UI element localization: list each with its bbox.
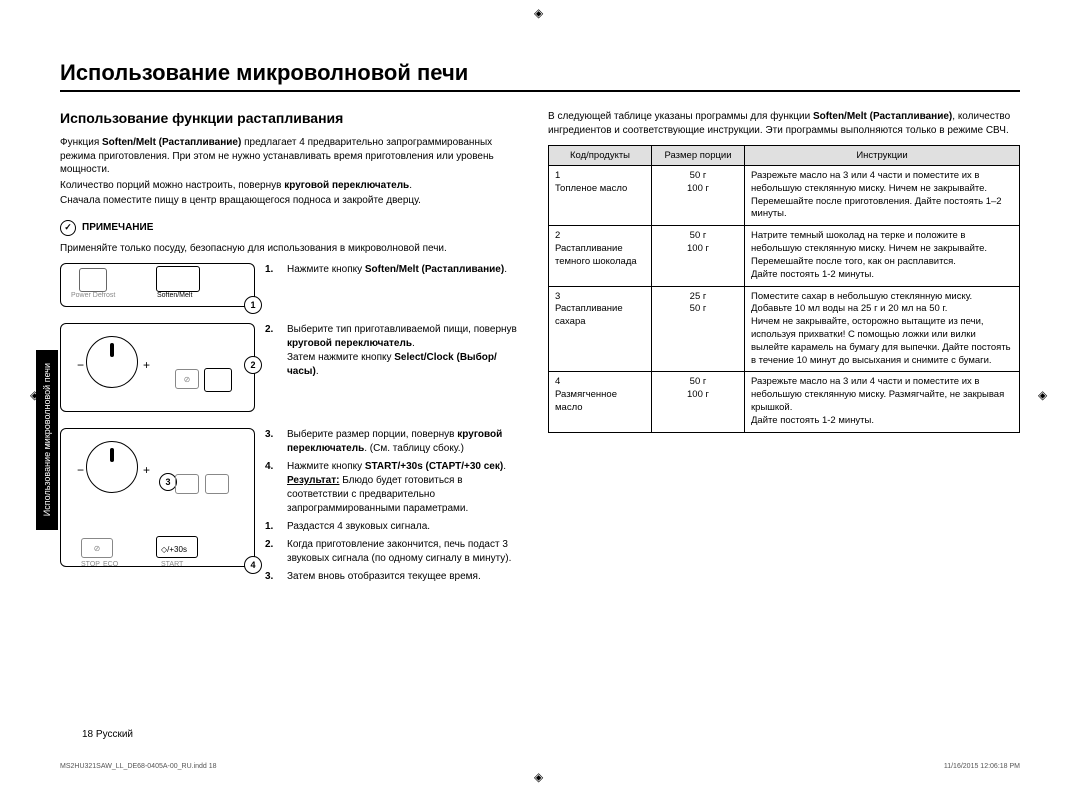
start-icon-label: ◇/+30s: [161, 545, 187, 554]
footer-right: 11/16/2015 12:06:18 PM: [944, 763, 1020, 770]
label-defrost: Power Defrost: [71, 292, 115, 299]
dial-icon: [86, 441, 138, 493]
th-portion: Размер порции: [652, 146, 745, 166]
callout-4: 4: [244, 556, 262, 574]
softenmelt-highlight: [156, 266, 200, 292]
page-number: 18 Русский: [82, 729, 133, 740]
defrost-icon: [79, 268, 107, 292]
note-text: Применяйте только посуду, безопасную для…: [60, 242, 520, 256]
step-3: 3. Выберите размер порции, повернув круг…: [265, 428, 520, 456]
select-highlight: [204, 368, 232, 392]
step-2b: 2. Когда приготовление закончится, печь …: [265, 538, 520, 566]
th-instructions: Инструкции: [745, 146, 1020, 166]
table-row: 4Размягченное масло 50 г100 г Разрежьте …: [549, 372, 1020, 432]
diagram-3: − + 3 ⊘ STOP ECO ◇/+30s START 4: [60, 428, 255, 567]
label-start: START: [161, 561, 183, 568]
footer-left: MS2HU321SAW_LL_DE68-0405A-00_RU.indd 18: [60, 763, 217, 770]
callout-1: 1: [244, 296, 262, 314]
diagram-2: − + ⊘ 2: [60, 323, 255, 412]
doc-footer: MS2HU321SAW_LL_DE68-0405A-00_RU.indd 18 …: [60, 763, 1020, 770]
th-code: Код/продукты: [549, 146, 652, 166]
main-title: Использование микроволновой печи: [60, 60, 1020, 86]
step-2: 2. Выберите тип приготавливаемой пищи, п…: [265, 323, 520, 379]
table-row: 1Топленое масло 50 г100 г Разрежьте масл…: [549, 166, 1020, 226]
crop-mark: [534, 770, 546, 782]
stop-eco-icon: ⊘: [81, 538, 113, 558]
stop-btn-icon: ⊘: [175, 369, 199, 389]
table-row: 3Растапливание сахара 25 г50 г Поместите…: [549, 286, 1020, 372]
table-row: 2Растапливание темного шоколада 50 г100 …: [549, 226, 1020, 286]
step-1: 1. Нажмите кнопку Soften/Melt (Растаплив…: [265, 263, 520, 277]
programs-table: Код/продукты Размер порции Инструкции 1Т…: [548, 145, 1020, 433]
btn-a-icon: [175, 474, 199, 494]
intro-p2: Количество порций можно настроить, повер…: [60, 179, 520, 193]
step-4: 4. Нажмите кнопку START/+30s (СТАРТ/+30 …: [265, 460, 520, 516]
diagram-1: Power Defrost Soften/Melt 1: [60, 263, 255, 307]
callout-2: 2: [244, 356, 262, 374]
note-header: ✓ ПРИМЕЧАНИЕ: [60, 220, 520, 236]
label-eco: ECO: [103, 561, 118, 568]
intro-p3: Сначала поместите пищу в центр вращающег…: [60, 194, 520, 208]
step-3b: 3. Затем вновь отобразится текущее время…: [265, 570, 520, 584]
note-icon: ✓: [60, 220, 76, 236]
right-intro: В следующей таблице указаны программы дл…: [548, 110, 1020, 137]
title-rule: [60, 90, 1020, 92]
btn-b-icon: [205, 474, 229, 494]
section-title: Использование функции растапливания: [60, 110, 520, 126]
step-1b: 1. Раздастся 4 звуковых сигнала.: [265, 520, 520, 534]
label-soften: Soften/Melt: [157, 292, 192, 299]
intro-p1: Функция Soften/Melt (Растапливание) пред…: [60, 136, 520, 177]
note-label: ПРИМЕЧАНИЕ: [82, 222, 153, 233]
label-stop: STOP: [81, 561, 100, 568]
dial-icon: [86, 336, 138, 388]
